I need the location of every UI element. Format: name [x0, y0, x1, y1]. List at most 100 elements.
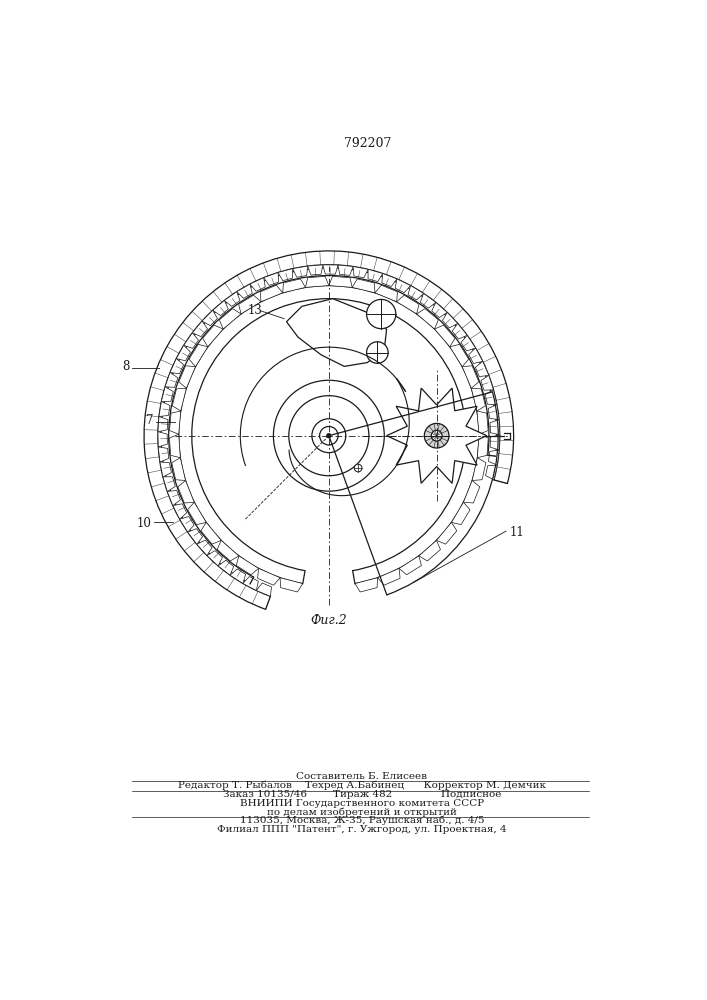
- Polygon shape: [353, 266, 368, 278]
- Text: 113035, Москва, Ж-35, Раушская наб., д. 4/5: 113035, Москва, Ж-35, Раушская наб., д. …: [240, 816, 484, 825]
- Polygon shape: [305, 276, 329, 287]
- Polygon shape: [189, 344, 208, 367]
- Polygon shape: [192, 321, 207, 337]
- Polygon shape: [338, 265, 353, 275]
- Text: Редактор Т. Рыбалов    Техред А.Бабинец      Корректор М. Демчик: Редактор Т. Рыбалов Техред А.Бабинец Кор…: [178, 781, 546, 790]
- Polygon shape: [278, 269, 293, 281]
- Polygon shape: [170, 434, 180, 458]
- Polygon shape: [170, 359, 184, 374]
- Polygon shape: [159, 402, 170, 417]
- Polygon shape: [420, 293, 436, 308]
- Polygon shape: [230, 569, 245, 583]
- Polygon shape: [168, 490, 180, 506]
- Polygon shape: [323, 265, 338, 274]
- Polygon shape: [395, 279, 411, 293]
- Polygon shape: [239, 295, 261, 314]
- Text: Заказ 10135/46        Тираж 482               Подписное: Заказ 10135/46 Тираж 482 Подписное: [223, 790, 501, 799]
- Polygon shape: [173, 388, 187, 411]
- Polygon shape: [452, 502, 470, 525]
- Polygon shape: [489, 405, 499, 420]
- Polygon shape: [368, 269, 382, 282]
- Polygon shape: [187, 502, 206, 525]
- Polygon shape: [432, 302, 448, 318]
- Polygon shape: [399, 556, 421, 575]
- Polygon shape: [260, 285, 283, 302]
- Polygon shape: [475, 361, 489, 377]
- Polygon shape: [219, 309, 241, 329]
- Polygon shape: [179, 366, 196, 388]
- Polygon shape: [416, 309, 438, 329]
- Polygon shape: [160, 462, 171, 477]
- Polygon shape: [217, 540, 239, 561]
- Text: по делам изобретений и открытий: по делам изобретений и открытий: [267, 807, 457, 817]
- Text: Составитель Б. Елисеев: Составитель Б. Елисеев: [296, 772, 428, 781]
- Polygon shape: [201, 522, 221, 544]
- Polygon shape: [329, 276, 352, 287]
- Polygon shape: [165, 372, 178, 387]
- Polygon shape: [257, 568, 280, 585]
- Polygon shape: [308, 265, 323, 275]
- Polygon shape: [283, 279, 305, 293]
- Polygon shape: [173, 504, 187, 519]
- Text: ВНИИПИ Государственного комитета СССР: ВНИИПИ Государственного комитета СССР: [240, 799, 484, 808]
- Circle shape: [366, 299, 396, 329]
- Polygon shape: [158, 447, 169, 462]
- Polygon shape: [469, 348, 483, 363]
- Text: 11: 11: [510, 526, 525, 539]
- Polygon shape: [452, 323, 467, 339]
- Text: Фиг.2: Фиг.2: [310, 614, 347, 627]
- Polygon shape: [355, 578, 378, 592]
- Polygon shape: [490, 435, 500, 450]
- Polygon shape: [207, 551, 223, 566]
- Text: 792207: 792207: [344, 137, 391, 150]
- Polygon shape: [463, 481, 480, 503]
- Polygon shape: [161, 387, 173, 402]
- Polygon shape: [180, 517, 194, 532]
- Polygon shape: [387, 388, 486, 483]
- Polygon shape: [257, 583, 271, 596]
- Polygon shape: [163, 477, 175, 491]
- Polygon shape: [397, 295, 419, 314]
- Polygon shape: [236, 556, 259, 575]
- Polygon shape: [461, 335, 476, 351]
- Polygon shape: [243, 577, 258, 591]
- Polygon shape: [293, 266, 308, 277]
- Polygon shape: [375, 285, 397, 302]
- Polygon shape: [408, 286, 423, 300]
- Polygon shape: [237, 284, 252, 298]
- Polygon shape: [472, 388, 486, 411]
- Polygon shape: [184, 333, 199, 348]
- Polygon shape: [224, 292, 240, 306]
- Polygon shape: [218, 560, 234, 575]
- Polygon shape: [178, 481, 194, 503]
- Polygon shape: [158, 417, 168, 432]
- Polygon shape: [477, 411, 488, 434]
- Circle shape: [366, 342, 388, 363]
- Circle shape: [327, 433, 331, 438]
- Polygon shape: [176, 345, 190, 361]
- Circle shape: [354, 464, 362, 472]
- Polygon shape: [435, 325, 455, 347]
- Circle shape: [424, 423, 449, 448]
- Text: 8: 8: [122, 360, 130, 373]
- Polygon shape: [477, 434, 489, 458]
- Polygon shape: [450, 344, 469, 367]
- Text: 10: 10: [137, 517, 152, 530]
- Polygon shape: [382, 273, 397, 287]
- Polygon shape: [352, 279, 375, 293]
- Text: 13: 13: [248, 304, 263, 317]
- Polygon shape: [490, 420, 500, 435]
- Polygon shape: [485, 390, 497, 405]
- Polygon shape: [280, 578, 303, 592]
- Circle shape: [431, 430, 442, 441]
- Polygon shape: [443, 312, 457, 328]
- Polygon shape: [462, 366, 479, 388]
- Polygon shape: [378, 568, 400, 585]
- Circle shape: [320, 426, 338, 445]
- Text: 7: 7: [146, 414, 154, 427]
- Polygon shape: [203, 325, 223, 347]
- Polygon shape: [481, 375, 493, 390]
- Text: Филиал ППП "Патент", г. Ужгород, ул. Проектная, 4: Филиал ППП "Патент", г. Ужгород, ул. Про…: [217, 825, 507, 834]
- Polygon shape: [486, 465, 497, 480]
- Polygon shape: [264, 273, 279, 285]
